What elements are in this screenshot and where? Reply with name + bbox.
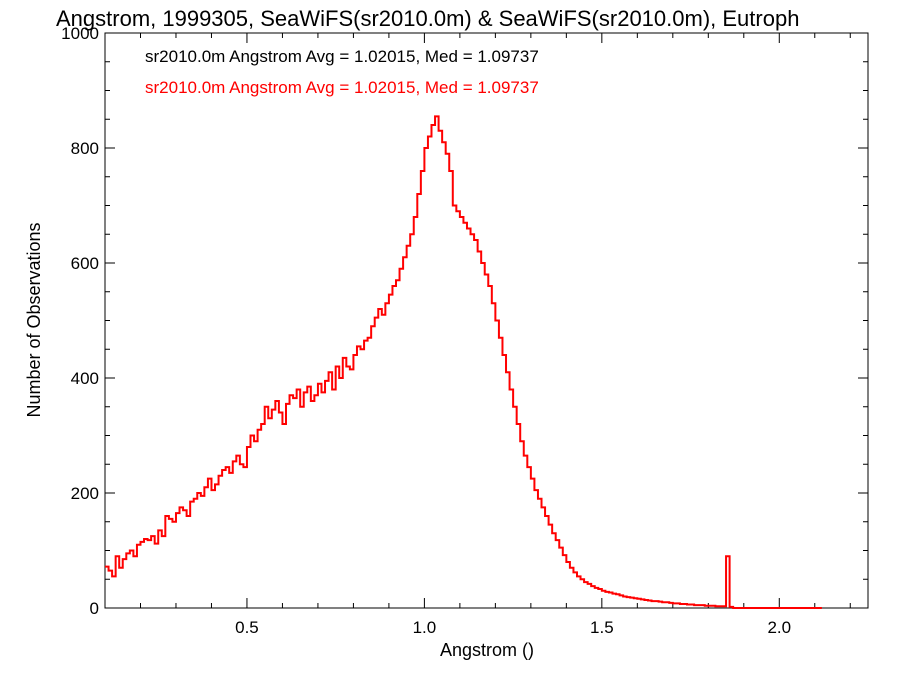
tick-labels: 0.5 1.0 1.5 2.0 0 200 400 600 800 1000 [61,24,791,637]
x-tick-label: 1.0 [413,618,437,637]
y-tick-label: 800 [71,139,99,158]
legend-entry-red: sr2010.0m Angstrom Avg = 1.02015, Med = … [145,78,539,97]
legend: sr2010.0m Angstrom Avg = 1.02015, Med = … [145,47,539,97]
plot-frame [104,32,869,609]
x-tick-label: 1.5 [590,618,614,637]
y-tick-label: 400 [71,369,99,388]
x-tick-label: 2.0 [767,618,791,637]
y-tick-label: 600 [71,254,99,273]
legend-entry-black: sr2010.0m Angstrom Avg = 1.02015, Med = … [145,47,539,66]
y-tick-label: 200 [71,484,99,503]
x-tick-label: 0.5 [235,618,259,637]
x-axis-label: Angstrom () [440,640,534,660]
y-tick-label: 0 [90,599,99,618]
y-axis-label: Number of Observations [24,222,44,417]
axis-ticks [104,32,868,609]
histogram-series-line [105,115,822,609]
chart-title: Angstrom, 1999305, SeaWiFS(sr2010.0m) & … [56,6,799,31]
y-tick-label: 1000 [61,24,99,43]
